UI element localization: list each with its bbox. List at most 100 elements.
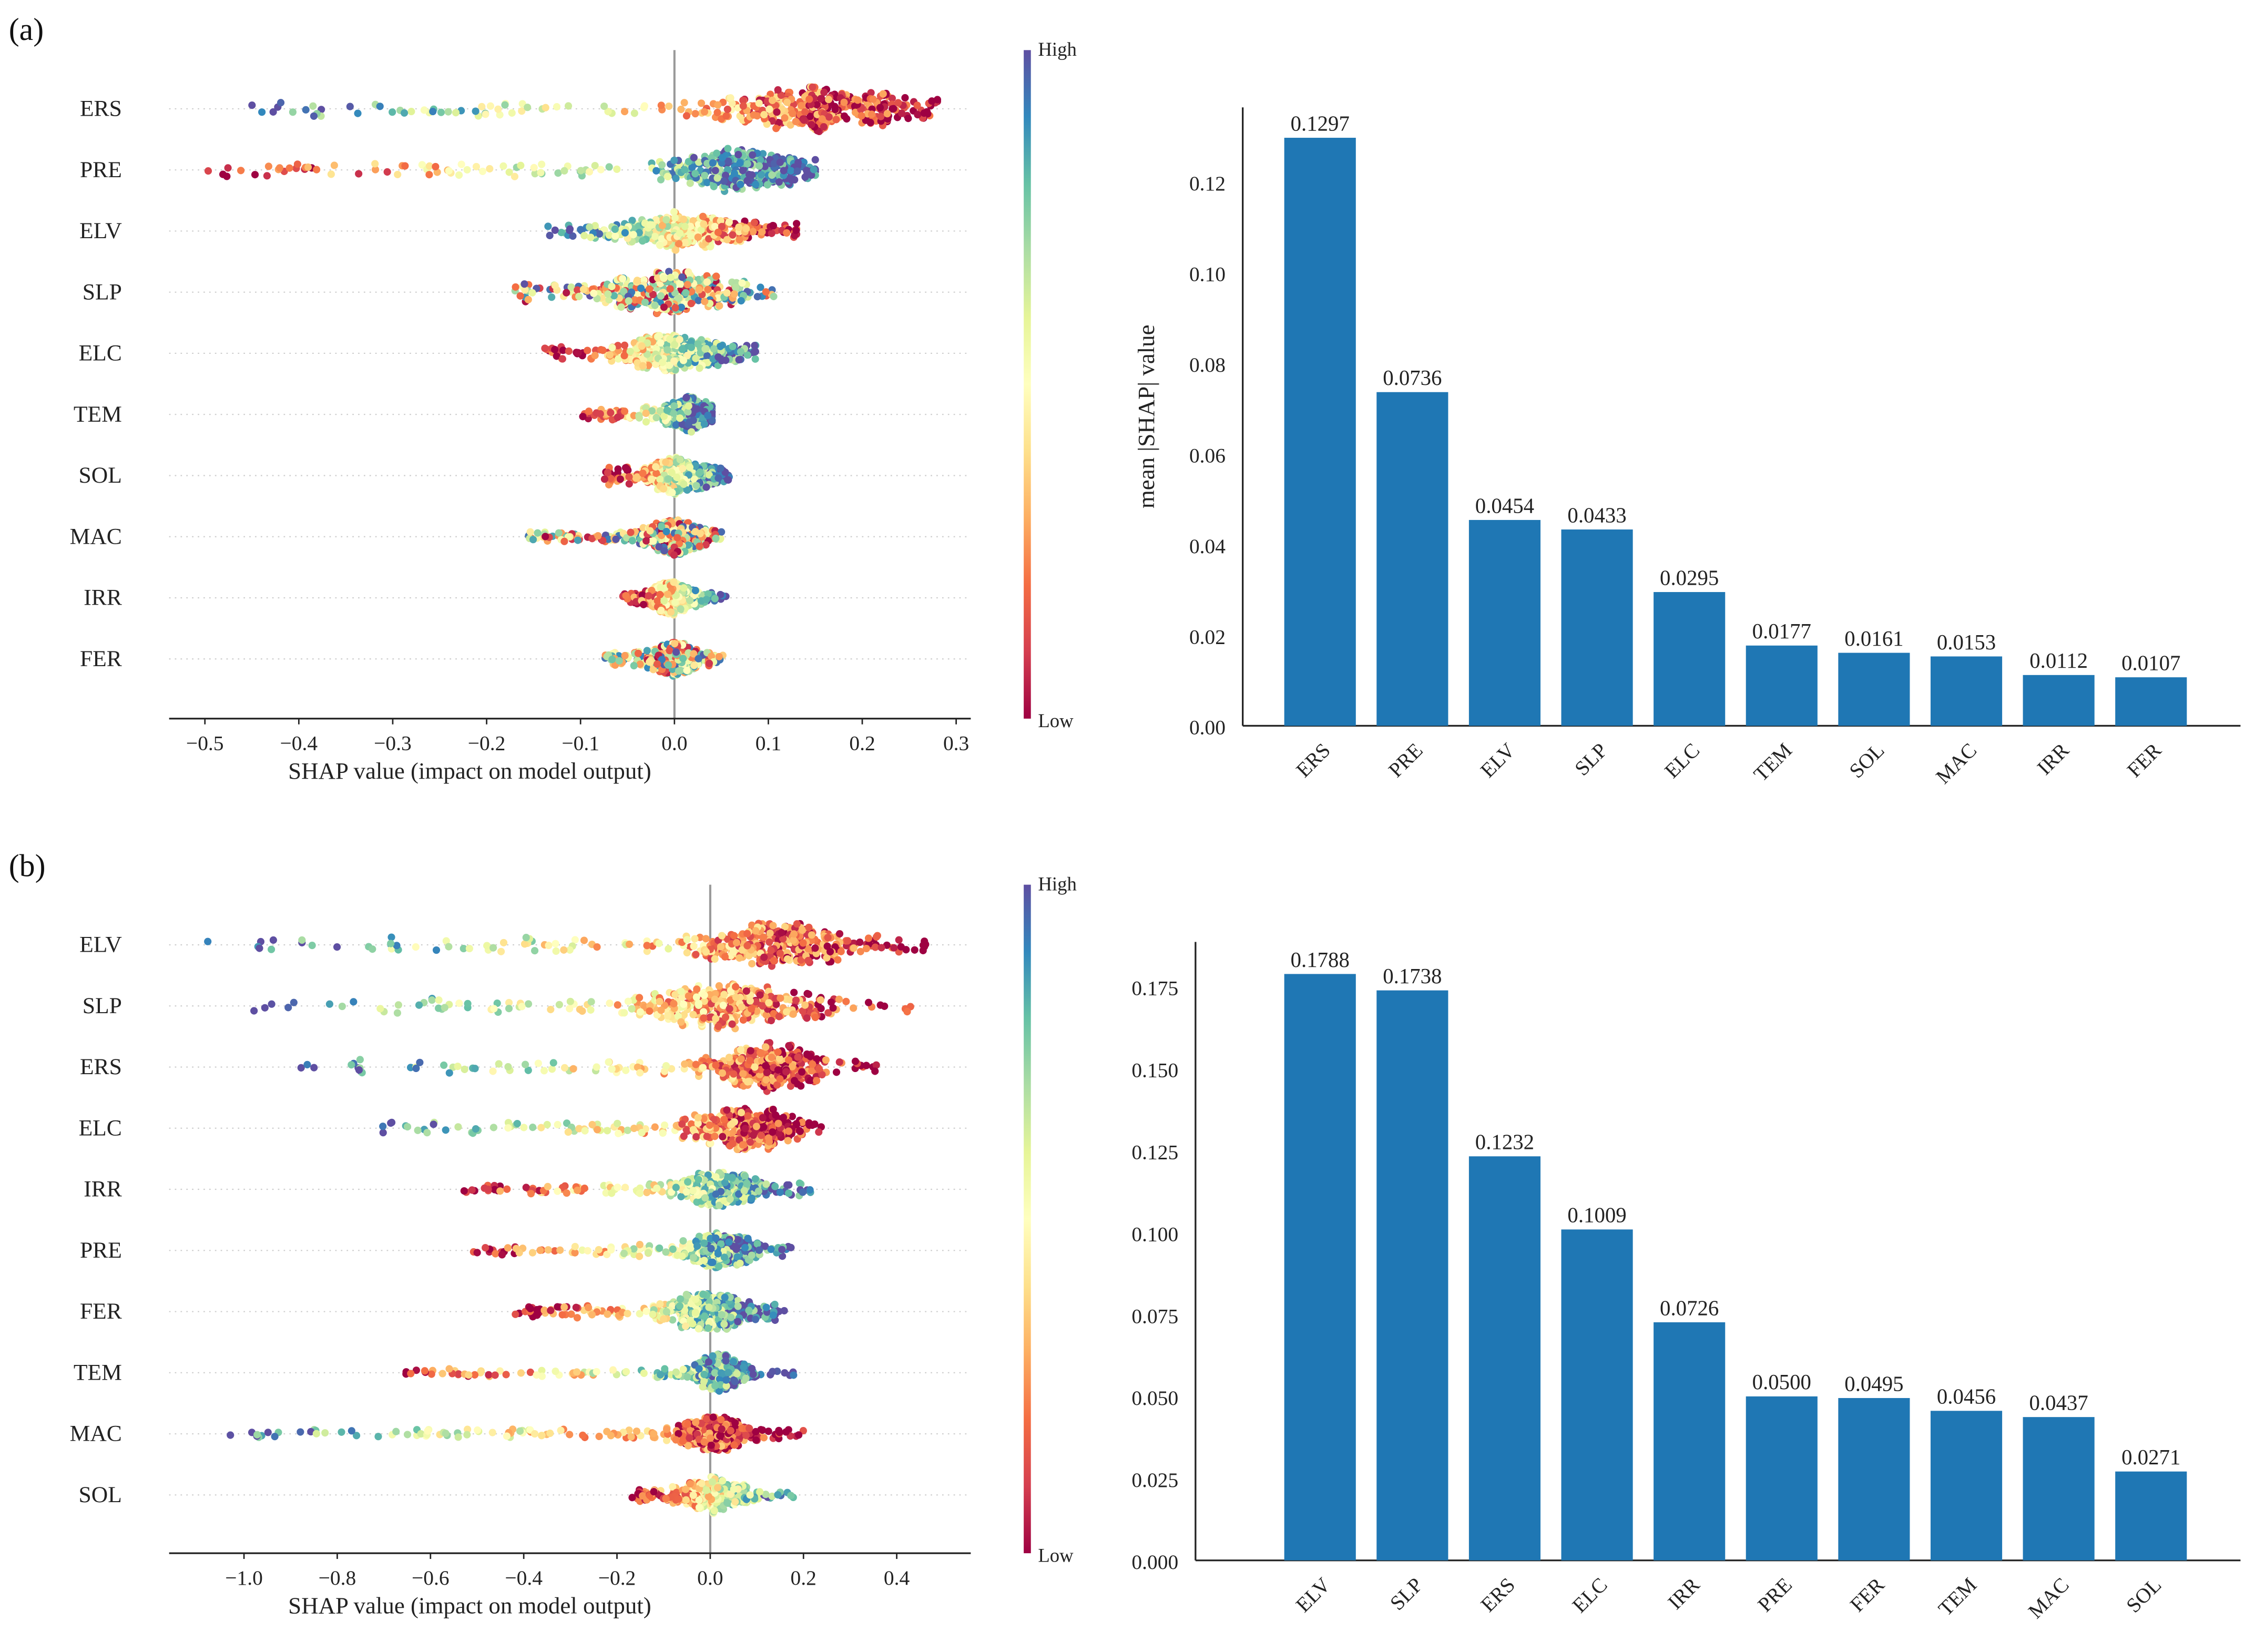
shap-point — [737, 180, 744, 188]
shap-point — [904, 115, 912, 123]
shap-point — [574, 349, 582, 356]
feature-label: SLP — [83, 993, 122, 1018]
shap-point — [769, 922, 777, 930]
bar-pre — [1376, 392, 1448, 726]
shap-point — [711, 595, 719, 603]
shap-point — [690, 661, 698, 669]
shap-point — [660, 274, 668, 282]
shap-point — [554, 169, 562, 177]
shap-point — [675, 294, 683, 302]
shap-point — [418, 161, 426, 169]
shap-point — [564, 102, 573, 110]
shap-point — [804, 990, 812, 998]
shap-point — [687, 232, 695, 240]
shap-point — [526, 528, 534, 536]
shap-point — [714, 228, 722, 236]
shap-point — [629, 231, 637, 239]
shap-point — [432, 946, 441, 954]
shap-point — [856, 947, 864, 955]
shap-point — [672, 175, 680, 182]
shap-point — [620, 108, 629, 116]
shap-point — [680, 584, 688, 592]
shap-point — [593, 943, 601, 951]
shap-point — [604, 290, 612, 298]
shap-point — [762, 288, 770, 296]
shap-point — [616, 475, 624, 483]
feature-row-elc — [541, 331, 760, 375]
shap-point — [808, 931, 815, 939]
shap-point — [258, 108, 266, 116]
feature-label: SOL — [79, 1482, 122, 1507]
shap-point — [577, 167, 585, 175]
shap-point — [444, 108, 452, 116]
shap-point — [693, 405, 701, 413]
shap-point — [745, 170, 753, 178]
shap-point — [621, 229, 629, 237]
shap-point — [676, 414, 684, 422]
shap-point — [818, 115, 826, 123]
shap-point — [694, 233, 702, 241]
shap-point — [463, 166, 471, 174]
shap-point — [751, 348, 759, 355]
shap-point — [704, 412, 712, 420]
shap-point — [591, 351, 599, 360]
shap-point — [642, 537, 650, 545]
shap-point — [732, 939, 741, 946]
shap-point — [736, 159, 744, 167]
shap-point — [676, 229, 684, 237]
shap-point — [683, 936, 691, 944]
shap-point — [691, 170, 699, 178]
x-tick-label: ERS — [1292, 739, 1335, 782]
shap-point — [736, 236, 743, 244]
shap-point — [599, 346, 607, 354]
feature-row-tem — [579, 393, 716, 436]
shap-point — [544, 222, 552, 230]
shap-point — [566, 227, 574, 234]
shap-point — [613, 165, 621, 173]
shap-point — [560, 537, 568, 545]
shap-point — [792, 118, 800, 126]
shap-point — [711, 167, 719, 175]
shap-point — [730, 169, 738, 178]
shap-point — [667, 273, 675, 281]
shap-point — [768, 96, 777, 104]
shap-point — [512, 283, 519, 291]
shap-point — [850, 1004, 858, 1012]
x-tick-label: 0.0 — [661, 732, 687, 755]
shap-point — [656, 590, 664, 599]
shap-point — [277, 99, 285, 107]
shap-point — [587, 233, 595, 241]
shap-point — [682, 112, 691, 120]
shap-point — [371, 160, 379, 168]
shap-point — [688, 164, 696, 171]
shap-point — [770, 292, 778, 300]
shap-point — [586, 223, 594, 231]
x-tick-label: −0.4 — [280, 732, 318, 755]
shap-point — [748, 960, 756, 968]
shap-point — [687, 343, 696, 351]
shap-point — [724, 145, 732, 152]
shap-point — [850, 944, 858, 952]
feature-row-pre — [204, 145, 819, 195]
shap-point — [575, 292, 583, 300]
shap-point — [695, 158, 703, 166]
panel-label-a: (a) — [9, 12, 44, 47]
shap-point — [538, 160, 546, 168]
bar-irr — [2023, 675, 2095, 726]
shap-point — [721, 953, 729, 961]
shap-point — [529, 536, 537, 544]
shap-point — [832, 116, 840, 124]
shap-point — [505, 168, 513, 176]
shap-point — [820, 88, 828, 96]
shap-point — [638, 342, 646, 350]
shap-point — [680, 480, 688, 488]
shap-point — [327, 170, 335, 178]
x-tick-label: −0.2 — [468, 732, 506, 755]
shap-point — [563, 289, 570, 297]
shap-point — [521, 280, 528, 288]
shap-point — [680, 216, 688, 223]
shap-point — [768, 171, 776, 179]
shap-point — [792, 220, 801, 228]
shap-point — [679, 465, 687, 473]
